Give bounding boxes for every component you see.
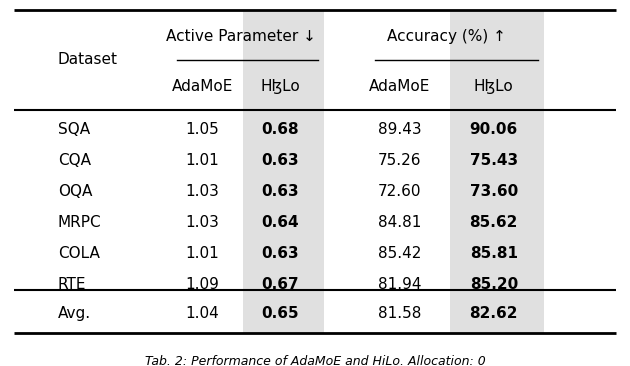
Text: 1.01: 1.01 [185,246,219,261]
Text: 73.60: 73.60 [469,184,518,199]
Text: 1.04: 1.04 [185,306,219,321]
Text: 1.03: 1.03 [185,184,219,199]
Text: OQA: OQA [58,184,92,199]
Text: AdaMoE: AdaMoE [369,79,430,94]
Text: 1.05: 1.05 [185,122,219,137]
Text: 1.01: 1.01 [185,153,219,168]
Bar [450,10,544,333]
Text: 0.67: 0.67 [261,277,299,292]
Text: RTE: RTE [58,277,86,292]
Text: 0.68: 0.68 [261,122,299,137]
Text: HɮLo: HɮLo [474,79,513,94]
Text: CQA: CQA [58,153,91,168]
Text: 0.63: 0.63 [261,246,299,261]
Text: 81.58: 81.58 [378,306,421,321]
Text: 81.94: 81.94 [378,277,421,292]
Text: 84.81: 84.81 [378,215,421,230]
Text: 75.43: 75.43 [470,153,518,168]
Text: SQA: SQA [58,122,90,137]
Bar [243,10,324,333]
Text: 0.65: 0.65 [261,306,299,321]
Text: Tab. 2: Performance of AdaMoE and HiLo. Allocation: 0: Tab. 2: Performance of AdaMoE and HiLo. … [145,355,485,366]
Text: 85.20: 85.20 [469,277,518,292]
Text: 1.03: 1.03 [185,215,219,230]
Text: 75.26: 75.26 [378,153,421,168]
Text: 0.63: 0.63 [261,153,299,168]
Text: 82.62: 82.62 [469,306,518,321]
Text: 89.43: 89.43 [378,122,421,137]
Text: 0.63: 0.63 [261,184,299,199]
Text: MRPC: MRPC [58,215,101,230]
Text: Active Parameter ↓: Active Parameter ↓ [166,29,316,44]
Text: 85.42: 85.42 [378,246,421,261]
Text: Dataset: Dataset [58,52,118,67]
Text: 1.09: 1.09 [185,277,219,292]
Text: AdaMoE: AdaMoE [171,79,233,94]
Text: Accuracy (%) ↑: Accuracy (%) ↑ [387,29,506,44]
Text: 72.60: 72.60 [378,184,421,199]
Text: 90.06: 90.06 [469,122,518,137]
Text: 0.64: 0.64 [261,215,299,230]
Text: 85.81: 85.81 [470,246,518,261]
Text: Avg.: Avg. [58,306,91,321]
Text: 85.62: 85.62 [469,215,518,230]
Text: COLA: COLA [58,246,100,261]
Text: HɮLo: HɮLo [261,79,301,94]
